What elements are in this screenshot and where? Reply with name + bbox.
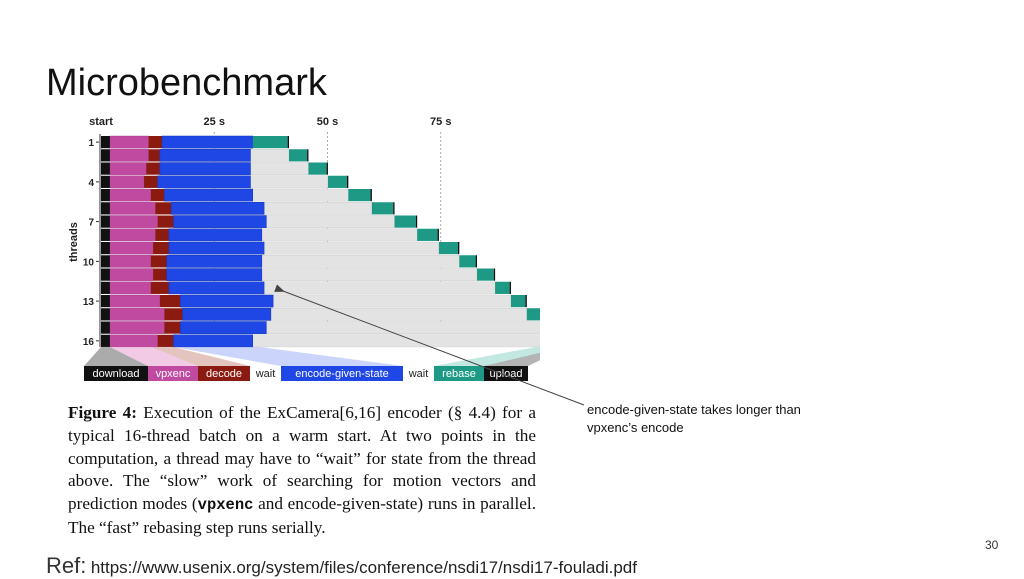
reference-line: Ref: https://www.usenix.org/system/files… [46,553,637,579]
ref-url[interactable]: https://www.usenix.org/system/files/conf… [91,558,637,577]
page-number: 30 [985,538,998,552]
caption-code: vpxenc [198,496,254,514]
figure-caption: Figure 4: Execution of the ExCamera[6,16… [68,402,536,540]
annotation-text: encode-given-state takes longer than vpx… [587,401,807,437]
ref-label: Ref: [46,553,86,578]
figure-label: Figure 4: [68,403,137,422]
